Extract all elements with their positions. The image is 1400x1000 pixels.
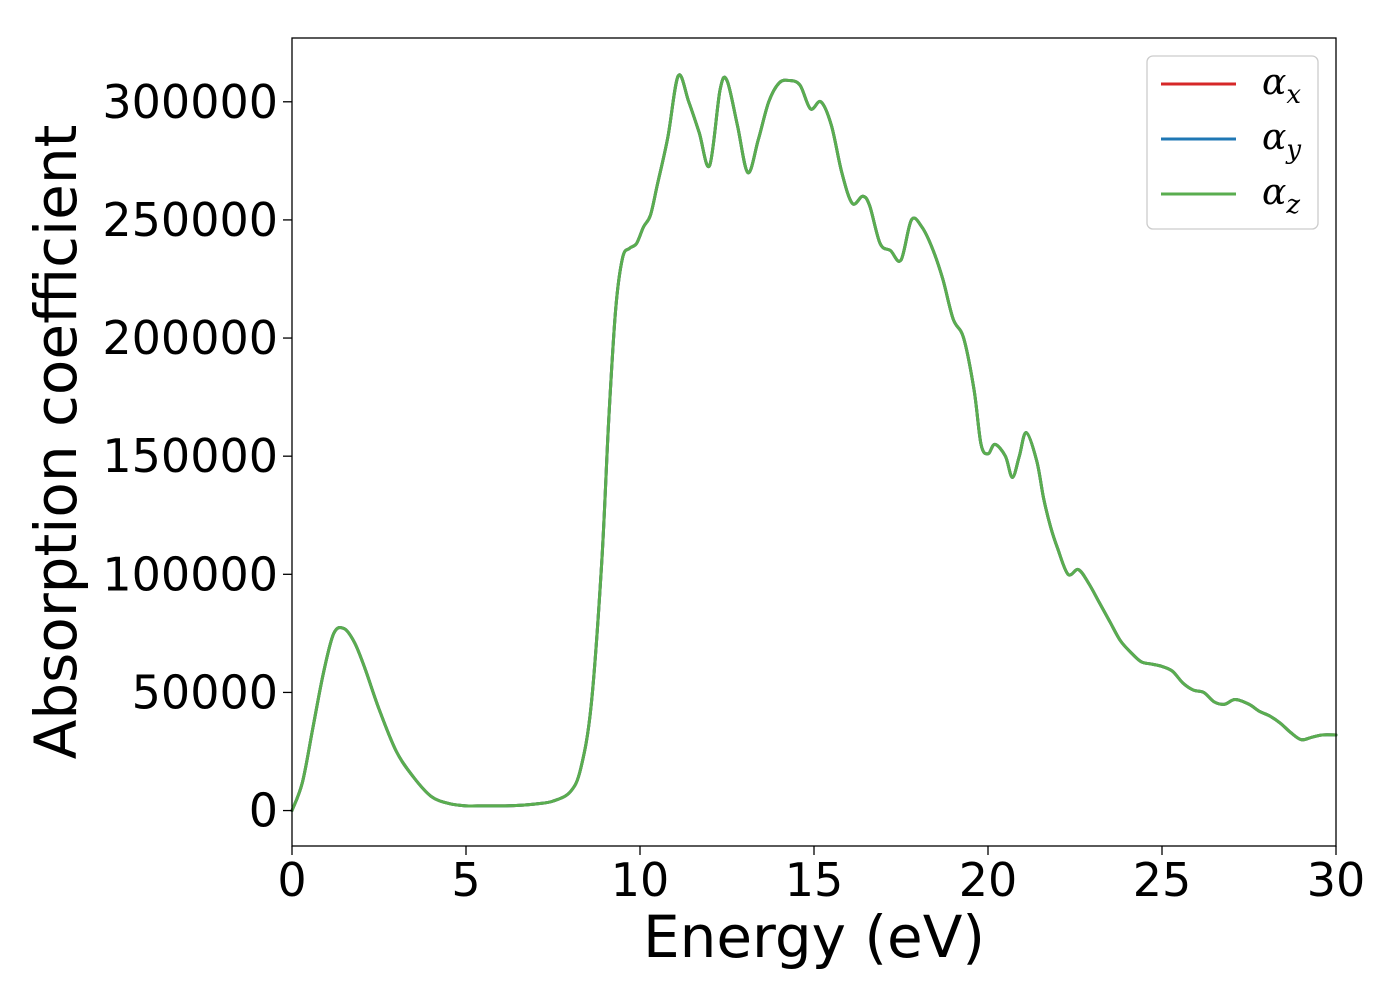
x-tick-label: 20 (959, 853, 1018, 907)
legend-label: αx (1262, 62, 1301, 110)
legend-subscript: y (1285, 135, 1301, 165)
y-tick-label: 200000 (102, 311, 278, 365)
x-tick-label: 5 (451, 853, 480, 907)
legend-subscript: z (1285, 190, 1300, 220)
y-tick-label: 250000 (102, 193, 278, 247)
legend-label: αy (1262, 117, 1301, 165)
x-tick-label: 10 (611, 853, 670, 907)
x-axis-label: Energy (eV) (643, 903, 985, 971)
legend-symbol: α (1262, 117, 1286, 158)
x-tick-label: 30 (1307, 853, 1366, 907)
y-tick-label: 150000 (102, 429, 278, 483)
legend-subscript: x (1286, 80, 1301, 110)
x-axis-ticks: 0 5 10 15 20 25 30 (277, 846, 1365, 907)
x-tick-label: 15 (785, 853, 844, 907)
y-tick-label: 100000 (102, 547, 278, 601)
series-layer (290, 73, 1338, 813)
x-tick-label: 0 (277, 853, 306, 907)
y-tick-label: 0 (249, 784, 278, 838)
series-line-2 (290, 73, 1338, 813)
y-tick-label: 300000 (102, 75, 278, 129)
x-tick-label: 25 (1133, 853, 1192, 907)
y-tick-label: 50000 (132, 665, 278, 719)
y-axis-ticks: 0 50000 100000 150000 200000 250000 300000 (102, 75, 292, 838)
y-axis-label: Absorption coefficient (22, 125, 90, 760)
legend-label: αz (1262, 172, 1300, 220)
legend-box (1146, 55, 1319, 230)
legend-symbol: α (1262, 62, 1286, 103)
legend-symbol: α (1262, 172, 1286, 213)
